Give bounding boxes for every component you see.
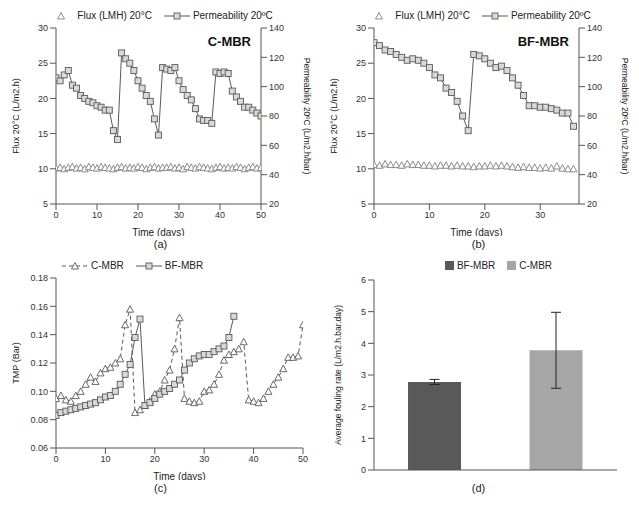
svg-text:100: 100 bbox=[587, 82, 602, 92]
html-text:(b): (b) bbox=[471, 238, 486, 250]
svg-text:10: 10 bbox=[38, 164, 48, 174]
svg-text:10: 10 bbox=[424, 210, 434, 220]
svg-text:4: 4 bbox=[361, 339, 366, 349]
svg-text:10: 10 bbox=[100, 454, 110, 464]
svg-text:80: 80 bbox=[587, 111, 597, 121]
svg-text:30: 30 bbox=[356, 23, 366, 33]
svg-text:40: 40 bbox=[269, 170, 279, 180]
svg-text:5: 5 bbox=[361, 199, 366, 209]
svg-text:0.16: 0.16 bbox=[30, 302, 48, 312]
svg-text:120: 120 bbox=[587, 53, 602, 63]
svg-text:25: 25 bbox=[38, 58, 48, 68]
html-text:BF-MBR: BF-MBR bbox=[164, 260, 204, 271]
html-text:Flux (LMH) 20°C: Flux (LMH) 20°C bbox=[395, 10, 470, 21]
svg-text:20: 20 bbox=[587, 199, 597, 209]
svg-text:Time (days): Time (days) bbox=[450, 227, 502, 236]
html-text:BF-MBR: BF-MBR bbox=[517, 34, 569, 49]
svg-text:1: 1 bbox=[361, 434, 366, 444]
svg-text:40: 40 bbox=[215, 210, 225, 220]
svg-text:0.18: 0.18 bbox=[30, 273, 48, 283]
svg-text:Permeability 20ºC (L/m2.h/bar): Permeability 20ºC (L/m2.h/bar) bbox=[620, 58, 630, 175]
svg-text:40: 40 bbox=[249, 454, 259, 464]
svg-text:0: 0 bbox=[371, 210, 376, 220]
html-text:C-MBR: C-MBR bbox=[91, 260, 124, 271]
svg-text:Time (days): Time (days) bbox=[153, 471, 205, 480]
svg-text:30: 30 bbox=[199, 454, 209, 464]
svg-text:20: 20 bbox=[480, 210, 490, 220]
svg-text:0.12: 0.12 bbox=[30, 358, 48, 368]
html-text:(d): (d) bbox=[471, 482, 486, 494]
svg-text:2: 2 bbox=[361, 402, 366, 412]
svg-text:120: 120 bbox=[269, 53, 284, 63]
html-text:C-MBR: C-MBR bbox=[207, 34, 251, 49]
html-text:C-MBR: C-MBR bbox=[519, 260, 553, 271]
html-text:(a): (a) bbox=[153, 238, 168, 250]
html-text:BF-MBR: BF-MBR bbox=[456, 260, 496, 271]
svg-text:0.10: 0.10 bbox=[30, 387, 48, 397]
svg-text:25: 25 bbox=[356, 58, 366, 68]
svg-text:20: 20 bbox=[356, 94, 366, 104]
svg-text:80: 80 bbox=[269, 111, 279, 121]
svg-text:0: 0 bbox=[361, 465, 366, 475]
svg-text:20: 20 bbox=[269, 199, 279, 209]
html-text:(c): (c) bbox=[154, 482, 167, 494]
svg-text:50: 50 bbox=[256, 210, 266, 220]
svg-text:140: 140 bbox=[269, 23, 284, 33]
svg-text:0: 0 bbox=[53, 210, 58, 220]
svg-text:30: 30 bbox=[535, 210, 545, 220]
svg-text:140: 140 bbox=[587, 23, 602, 33]
svg-text:20: 20 bbox=[133, 210, 143, 220]
svg-text:50: 50 bbox=[298, 454, 308, 464]
svg-text:5: 5 bbox=[43, 199, 48, 209]
svg-text:Average fouling rate (L/m2.h.b: Average fouling rate (L/m2.h.bar.day) bbox=[333, 305, 343, 445]
svg-text:0.08: 0.08 bbox=[30, 415, 48, 425]
svg-text:6: 6 bbox=[361, 275, 366, 285]
svg-text:30: 30 bbox=[174, 210, 184, 220]
svg-text:0.06: 0.06 bbox=[30, 443, 48, 453]
html-text:Permeability 20ºC: Permeability 20ºC bbox=[510, 10, 591, 21]
svg-text:60: 60 bbox=[587, 141, 597, 151]
svg-text:10: 10 bbox=[356, 164, 366, 174]
svg-text:100: 100 bbox=[269, 82, 284, 92]
svg-text:0: 0 bbox=[53, 454, 58, 464]
svg-text:TMP (Bar): TMP (Bar) bbox=[11, 342, 21, 383]
svg-text:0.14: 0.14 bbox=[30, 330, 48, 340]
svg-text:Flux 20°C (L/m2.h): Flux 20°C (L/m2.h) bbox=[329, 78, 339, 154]
svg-text:20: 20 bbox=[38, 94, 48, 104]
svg-text:Permeability 20ºC (L/m2.h/bar): Permeability 20ºC (L/m2.h/bar) bbox=[302, 58, 312, 175]
svg-text:15: 15 bbox=[38, 129, 48, 139]
html-text:Permeability 20ºC: Permeability 20ºC bbox=[192, 10, 273, 21]
svg-text:30: 30 bbox=[38, 23, 48, 33]
svg-text:3: 3 bbox=[361, 370, 366, 380]
svg-text:40: 40 bbox=[587, 170, 597, 180]
svg-text:60: 60 bbox=[269, 141, 279, 151]
svg-text:Flux 20°C (L/m2.h): Flux 20°C (L/m2.h) bbox=[11, 78, 21, 154]
svg-text:20: 20 bbox=[150, 454, 160, 464]
svg-text:10: 10 bbox=[92, 210, 102, 220]
html-text:Flux (LMH) 20°C: Flux (LMH) 20°C bbox=[77, 10, 152, 21]
svg-text:15: 15 bbox=[356, 129, 366, 139]
svg-text:5: 5 bbox=[361, 307, 366, 317]
svg-text:Time (days): Time (days) bbox=[132, 227, 184, 236]
